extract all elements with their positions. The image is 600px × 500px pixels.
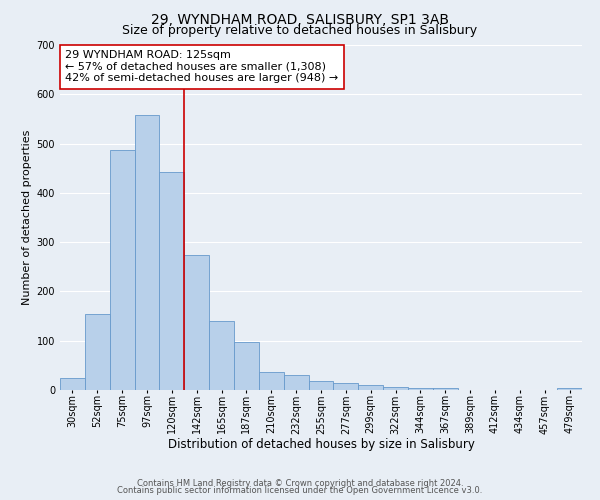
Bar <box>85 314 110 390</box>
Bar <box>284 375 308 390</box>
Bar <box>433 388 458 390</box>
Bar <box>259 372 284 390</box>
Bar <box>60 378 85 390</box>
Bar <box>160 172 184 390</box>
Bar <box>408 388 433 390</box>
Bar <box>358 385 383 390</box>
Bar <box>334 383 358 390</box>
Text: Contains HM Land Registry data © Crown copyright and database right 2024.: Contains HM Land Registry data © Crown c… <box>137 478 463 488</box>
Text: Size of property relative to detached houses in Salisbury: Size of property relative to detached ho… <box>122 24 478 37</box>
Bar <box>234 342 259 390</box>
Bar <box>184 256 209 390</box>
Bar <box>383 387 408 390</box>
Text: 29 WYNDHAM ROAD: 125sqm
← 57% of detached houses are smaller (1,308)
42% of semi: 29 WYNDHAM ROAD: 125sqm ← 57% of detache… <box>65 50 338 84</box>
Bar <box>134 116 160 390</box>
Text: Contains public sector information licensed under the Open Government Licence v3: Contains public sector information licen… <box>118 486 482 495</box>
Bar <box>110 150 134 390</box>
X-axis label: Distribution of detached houses by size in Salisbury: Distribution of detached houses by size … <box>167 438 475 451</box>
Bar <box>557 388 582 390</box>
Bar <box>209 321 234 390</box>
Y-axis label: Number of detached properties: Number of detached properties <box>22 130 32 305</box>
Text: 29, WYNDHAM ROAD, SALISBURY, SP1 3AB: 29, WYNDHAM ROAD, SALISBURY, SP1 3AB <box>151 12 449 26</box>
Bar <box>308 381 334 390</box>
